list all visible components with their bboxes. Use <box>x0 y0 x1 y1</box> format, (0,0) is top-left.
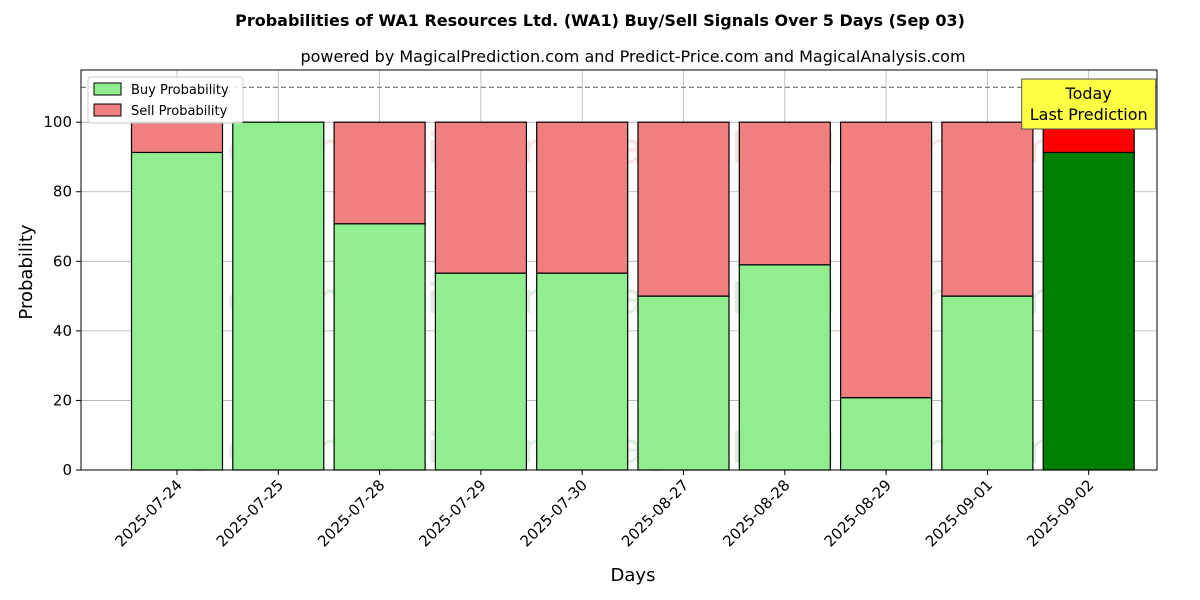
x-tick-label: 2025-08-27 <box>618 476 692 550</box>
legend-box <box>87 76 244 124</box>
x-tick-label: 2025-07-29 <box>415 476 489 550</box>
annotation-line-2: Last Prediction <box>1030 105 1148 124</box>
x-tick-label: 2025-08-28 <box>719 476 793 550</box>
bar-sell-2025-08-27 <box>637 121 730 297</box>
bar-sell-2025-07-24 <box>130 121 224 154</box>
bar-sell-2025-07-29 <box>434 121 527 274</box>
bar-sell-2025-09-01 <box>941 121 1034 297</box>
bar-buy-2025-07-25 <box>232 121 325 471</box>
bar-sell-2025-08-28 <box>738 121 831 266</box>
bar-buy-2025-08-27 <box>637 295 730 471</box>
x-tick-label: 2025-09-01 <box>922 476 996 550</box>
bar-buy-2025-07-30 <box>536 272 629 471</box>
chart-title: Probabilities of WA1 Resources Ltd. (WA1… <box>235 11 965 30</box>
x-tick-label: 2025-07-25 <box>213 476 287 550</box>
legend-swatch-buy <box>93 82 122 96</box>
x-tick-label: 2025-07-24 <box>111 476 185 550</box>
bar-buy-2025-08-29 <box>839 397 933 471</box>
y-tick-label: 0 <box>62 461 72 479</box>
legend-label-buy: Buy Probability <box>131 83 229 98</box>
legend-label-sell: Sell Probability <box>131 104 228 119</box>
plot-frame <box>80 69 1158 471</box>
annotation-line-1: Today <box>1065 84 1112 103</box>
bar-buy-2025-09-01 <box>941 295 1034 471</box>
bar-sell-2025-07-28 <box>333 121 426 225</box>
bar-buy-2025-07-29 <box>434 272 527 471</box>
x-tick-label: 2025-07-28 <box>314 476 388 550</box>
y-tick-label: 40 <box>53 322 72 340</box>
bar-sell-2025-08-29 <box>839 121 933 399</box>
bar-buy-2025-09-02 <box>1042 151 1135 471</box>
bar-buy-2025-07-28 <box>333 223 426 471</box>
bar-buy-2025-08-28 <box>738 264 831 471</box>
y-tick-label: 20 <box>53 391 72 409</box>
y-tick-label: 60 <box>53 252 72 270</box>
x-tick-label: 2025-07-30 <box>517 476 591 550</box>
bar-buy-2025-07-24 <box>130 151 224 471</box>
x-tick-label: 2025-08-29 <box>821 476 895 550</box>
y-tick-label: 80 <box>53 183 72 201</box>
y-tick-label: 100 <box>43 113 72 131</box>
annotation-box <box>1021 78 1157 130</box>
bar-sell-2025-07-30 <box>536 121 629 274</box>
x-tick-label: 2025-09-02 <box>1023 476 1097 550</box>
chart-subtitle: powered by MagicalPrediction.com and Pre… <box>300 47 965 66</box>
x-axis-label: Days <box>611 565 656 586</box>
y-axis-label: Probability <box>16 224 37 319</box>
legend-swatch-sell <box>93 103 122 117</box>
